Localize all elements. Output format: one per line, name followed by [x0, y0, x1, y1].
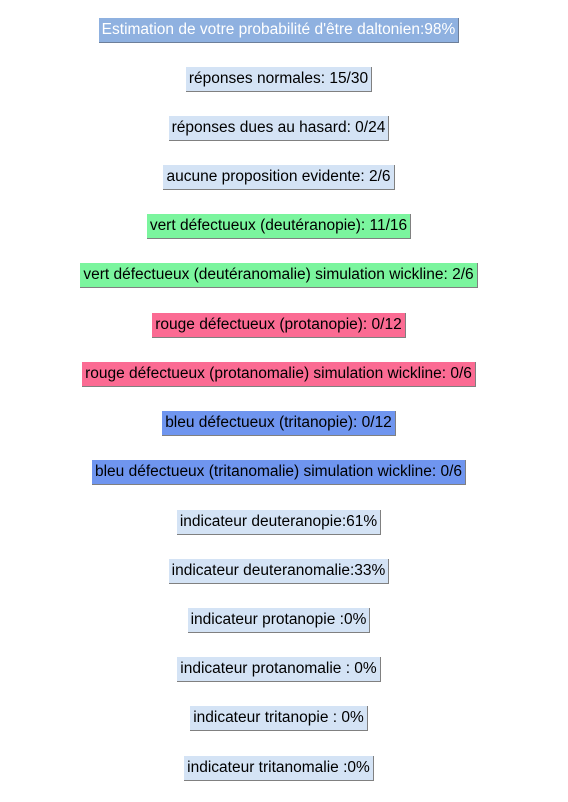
result-row: indicateur deuteranomalie:33% [0, 558, 558, 584]
result-row: rouge défectueux (protanomalie) simulati… [0, 361, 558, 387]
normal-answers-label: réponses normales: 15/30 [185, 66, 373, 92]
deuteranopia-score-label: vert défectueux (deutéranopie): 11/16 [146, 213, 412, 239]
result-row: indicateur deuteranopie:61% [0, 509, 558, 535]
tritanopia-score-label: bleu défectueux (tritanopie): 0/12 [162, 410, 396, 436]
indicator-tritanomaly-label: indicateur tritanomalie :0% [184, 755, 374, 781]
indicator-protanopia-label: indicateur protanopie :0% [187, 607, 371, 633]
protanomaly-wickline-score-label: rouge défectueux (protanomalie) simulati… [82, 361, 476, 387]
result-row: bleu défectueux (tritanopie): 0/12 [0, 410, 558, 436]
result-row: vert défectueux (deutéranopie): 11/16 [0, 213, 558, 239]
deuteranomaly-wickline-score-label: vert défectueux (deutéranomalie) simulat… [80, 262, 478, 288]
result-row: réponses dues au hasard: 0/24 [0, 115, 558, 141]
result-row: indicateur protanopie :0% [0, 607, 558, 633]
tritanomaly-wickline-score-label: bleu défectueux (tritanomalie) simulatio… [91, 459, 466, 485]
result-row: rouge défectueux (protanopie): 0/12 [0, 312, 558, 338]
indicator-protanomaly-label: indicateur protanomalie : 0% [177, 656, 381, 682]
random-answers-label: réponses dues au hasard: 0/24 [168, 115, 390, 141]
indicator-deuteranomaly-label: indicateur deuteranomalie:33% [168, 558, 390, 584]
protanopia-score-label: rouge défectueux (protanopie): 0/12 [152, 312, 406, 338]
probability-estimate-title: Estimation de votre probabilité d'être d… [98, 17, 460, 43]
result-row: indicateur protanomalie : 0% [0, 656, 558, 682]
result-row: vert défectueux (deutéranomalie) simulat… [0, 262, 558, 288]
result-row: réponses normales: 15/30 [0, 66, 558, 92]
result-row: aucune proposition evidente: 2/6 [0, 164, 558, 190]
result-row: Estimation de votre probabilité d'être d… [0, 17, 558, 43]
indicator-tritanopia-label: indicateur tritanopie : 0% [190, 705, 368, 731]
indicator-deuteranopia-label: indicateur deuteranopie:61% [176, 509, 382, 535]
result-row: bleu défectueux (tritanomalie) simulatio… [0, 459, 558, 485]
result-row: indicateur tritanomalie :0% [0, 755, 558, 781]
result-row: indicateur tritanopie : 0% [0, 705, 558, 731]
no-obvious-answer-label: aucune proposition evidente: 2/6 [163, 164, 395, 190]
